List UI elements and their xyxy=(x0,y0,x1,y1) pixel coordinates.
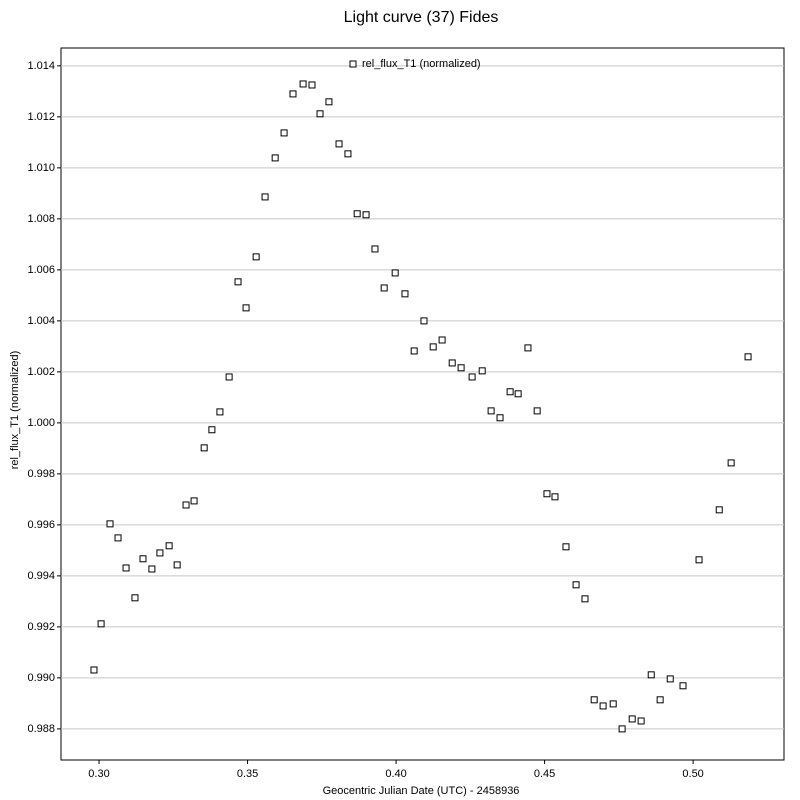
data-point xyxy=(148,565,156,573)
data-point xyxy=(562,543,570,551)
data-point xyxy=(695,556,703,564)
data-point xyxy=(533,407,541,415)
data-point xyxy=(628,715,636,723)
data-point xyxy=(371,245,379,253)
y-tick-label: 1.012 xyxy=(27,111,55,123)
data-point xyxy=(289,90,297,98)
data-point xyxy=(543,490,551,498)
y-tick-label: 0.996 xyxy=(27,519,55,531)
y-tick-label: 0.994 xyxy=(27,570,55,582)
data-point xyxy=(410,347,418,355)
data-point xyxy=(438,336,446,344)
y-tick-label: 1.004 xyxy=(27,315,55,327)
data-point xyxy=(609,700,617,708)
data-point xyxy=(448,359,456,367)
data-point xyxy=(524,344,532,352)
data-point xyxy=(316,110,324,118)
data-point xyxy=(715,506,723,514)
data-point xyxy=(572,581,580,589)
data-point xyxy=(478,367,486,375)
data-point xyxy=(173,561,181,569)
data-point xyxy=(679,682,687,690)
data-point xyxy=(208,426,216,434)
data-point xyxy=(391,269,399,277)
y-tick-label: 0.992 xyxy=(27,621,55,633)
data-point xyxy=(380,284,388,292)
data-point xyxy=(97,620,105,628)
data-point xyxy=(457,364,465,372)
data-point xyxy=(225,373,233,381)
x-tick-label: 0.45 xyxy=(534,768,555,780)
y-axis-label: rel_flux_T1 (normalized) xyxy=(9,351,21,470)
x-tick-label: 0.50 xyxy=(682,768,703,780)
data-point xyxy=(514,390,522,398)
data-point xyxy=(353,210,361,218)
x-axis-label: Geocentric Julian Date (UTC) - 2458936 xyxy=(323,785,520,797)
chart-title: Light curve (37) Fides xyxy=(344,9,499,26)
data-point xyxy=(271,154,279,162)
data-point xyxy=(234,278,242,286)
data-point xyxy=(506,388,514,396)
data-point xyxy=(156,549,164,557)
y-tick-label: 1.006 xyxy=(27,264,55,276)
data-point xyxy=(242,304,250,312)
data-point xyxy=(744,353,752,361)
data-point xyxy=(637,717,645,725)
data-point xyxy=(468,373,476,381)
data-point xyxy=(362,211,370,219)
data-point xyxy=(106,520,114,528)
data-point xyxy=(325,98,333,106)
data-point xyxy=(308,81,316,89)
data-point xyxy=(618,725,626,733)
y-tick-label: 0.998 xyxy=(27,468,55,480)
data-point xyxy=(280,129,288,137)
data-point xyxy=(182,501,190,509)
data-point xyxy=(727,459,735,467)
y-tick-label: 1.002 xyxy=(27,366,55,378)
data-point xyxy=(487,407,495,415)
x-tick-label: 0.35 xyxy=(237,768,258,780)
data-point xyxy=(420,317,428,325)
data-point xyxy=(299,80,307,88)
data-point xyxy=(252,253,260,261)
y-tick-label: 0.990 xyxy=(27,672,55,684)
y-tick-label: 0.988 xyxy=(27,723,55,735)
y-tick-label: 1.014 xyxy=(27,60,55,72)
data-point xyxy=(551,493,559,501)
plot-frame xyxy=(60,47,785,761)
data-point xyxy=(581,595,589,603)
legend-marker xyxy=(349,60,357,68)
y-tick-label: 1.008 xyxy=(27,213,55,225)
data-point xyxy=(90,666,98,674)
data-point xyxy=(666,675,674,683)
data-point xyxy=(656,696,664,704)
data-point xyxy=(139,555,147,563)
data-point xyxy=(122,564,130,572)
data-point xyxy=(131,594,139,602)
data-point xyxy=(429,343,437,351)
data-point xyxy=(200,444,208,452)
data-point xyxy=(599,702,607,710)
data-point xyxy=(261,193,269,201)
data-point xyxy=(590,696,598,704)
x-tick-label: 0.40 xyxy=(385,768,406,780)
y-tick-label: 1.000 xyxy=(27,417,55,429)
data-point xyxy=(344,150,352,158)
x-tick-label: 0.30 xyxy=(88,768,109,780)
legend-label: rel_flux_T1 (normalized) xyxy=(362,58,481,70)
data-point xyxy=(165,542,173,550)
data-point xyxy=(401,290,409,298)
data-point xyxy=(496,414,504,422)
data-point xyxy=(647,671,655,679)
data-point xyxy=(216,408,224,416)
data-point xyxy=(335,140,343,148)
data-point xyxy=(114,534,122,542)
data-point xyxy=(190,497,198,505)
y-tick-label: 1.010 xyxy=(27,162,55,174)
